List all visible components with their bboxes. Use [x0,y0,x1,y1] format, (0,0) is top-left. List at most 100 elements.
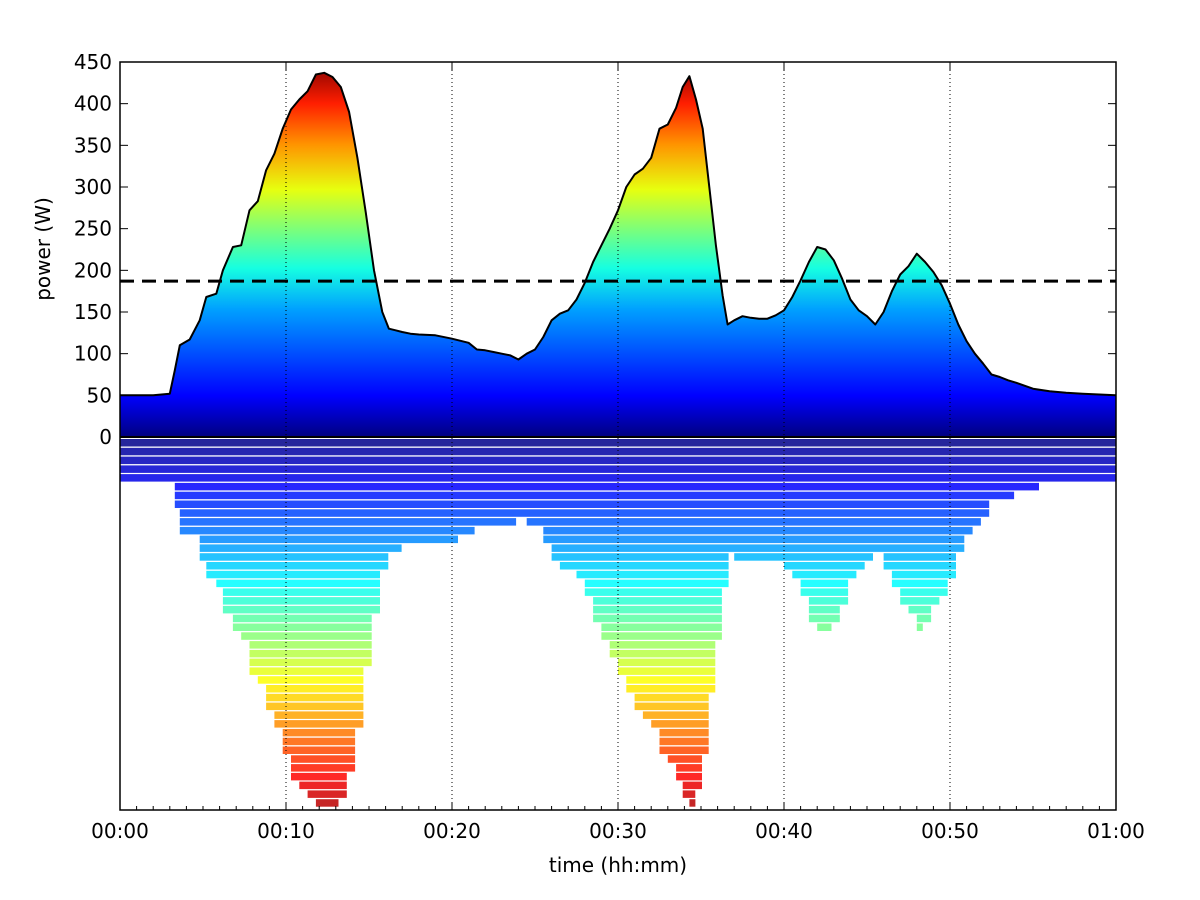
histogram-band [642,711,709,719]
histogram-band [601,623,722,631]
histogram-band [618,667,716,675]
y-tick-label: 300 [74,175,112,199]
histogram-band [883,562,956,570]
x-tick-label: 00:50 [921,819,979,843]
histogram-band [266,702,364,711]
y-axis-label: power (W) [31,197,55,301]
histogram-band [916,614,932,623]
histogram-band [800,588,849,596]
histogram-band [559,562,729,570]
histogram-band [249,667,364,675]
histogram-band [257,676,364,684]
x-tick-label: 00:30 [589,819,647,843]
histogram-band [593,597,722,605]
histogram-band [584,579,729,588]
histogram-band [808,605,840,614]
histogram-band [241,632,372,640]
histogram-band [282,737,356,746]
histogram-band [551,553,729,561]
y-tick-label: 250 [74,217,112,241]
x-tick-label: 00:10 [257,819,315,843]
histogram-band [891,570,956,579]
histogram-band [120,474,1116,482]
histogram-band [526,518,981,526]
histogram-band [634,702,709,711]
histogram-band [584,588,722,596]
x-tick-label: 00:00 [91,819,149,843]
y-tick-label: 0 [99,425,112,449]
histogram-band [174,482,1040,491]
power-line [120,71,1116,397]
histogram-band [120,447,1116,456]
histogram-band [576,570,729,579]
histogram-band [676,772,702,781]
histogram-band [601,632,722,640]
histogram-band [543,526,973,535]
histogram-band [784,562,865,570]
histogram-band [609,641,716,649]
histogram-band [232,623,372,631]
histogram-band [299,781,347,790]
y-tick-label: 150 [74,300,112,324]
histogram-band [274,711,364,719]
histogram-band [249,658,372,667]
histogram-band [682,781,702,790]
histogram-band [206,570,380,579]
histogram-band [891,579,948,588]
y-tick-label: 50 [87,383,112,407]
histogram-band [315,799,339,807]
histogram-band [626,676,716,684]
histogram-band [667,755,702,763]
histogram-band [291,755,356,763]
histogram-band [307,790,347,798]
histogram-band [659,746,709,754]
histogram-band [179,518,517,526]
histogram-band [199,544,402,552]
histogram-band [222,597,380,605]
histogram-band [689,799,696,807]
histogram-band [199,535,458,544]
histogram-band [274,720,364,728]
histogram-band [206,562,389,570]
histogram-band [808,614,840,623]
histogram-band [676,764,702,772]
histogram-band [282,746,356,754]
y-tick-label: 100 [74,342,112,366]
x-tick-label: 00:40 [755,819,813,843]
histogram-band [626,685,716,693]
histogram-band [249,649,372,658]
histogram-band [282,728,356,737]
y-tick-label: 450 [74,50,112,74]
histogram-band [618,658,716,667]
y-tick-label: 400 [74,92,112,116]
histogram-band [593,605,722,614]
x-tick-label: 00:20 [423,819,481,843]
histogram-band [800,579,849,588]
histogram-band [817,623,832,631]
histogram-band [174,500,990,508]
histogram-band [120,465,1116,473]
y-tick-label: 200 [74,258,112,282]
histogram-band [651,720,709,728]
histogram-band [291,764,356,772]
histogram-band [659,737,709,746]
plot-frame [119,61,1117,811]
histogram-band [808,597,849,605]
histogram-band [222,605,380,614]
histogram-band [179,526,475,535]
histogram-band [120,439,1116,447]
histogram-band [222,588,380,596]
histogram-band [634,693,709,702]
histogram-band [174,491,1015,500]
histogram-band [199,553,389,561]
histogram-band [883,553,956,561]
histogram-band [249,641,372,649]
histogram-band [232,614,372,623]
histogram-band [792,570,857,579]
histogram-band [908,605,932,614]
y-tick-label: 350 [74,133,112,157]
histogram-band [120,456,1116,465]
histogram-band [266,693,364,702]
histogram-band [593,614,722,623]
